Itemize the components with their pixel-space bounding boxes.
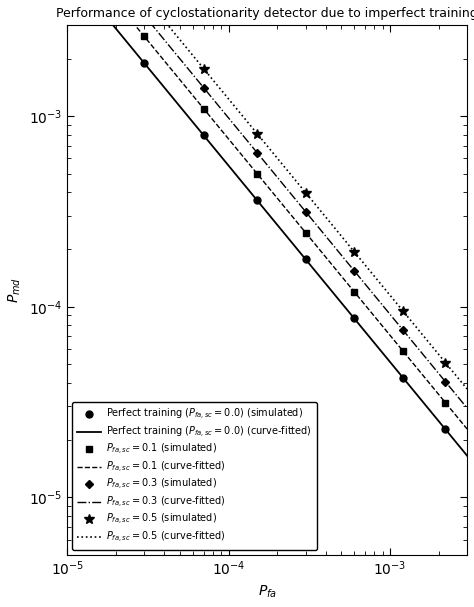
- X-axis label: $P_{fa}$: $P_{fa}$: [257, 584, 277, 600]
- Legend: Perfect training ($P_{fa,sc} = 0.0$) (simulated), Perfect training ($P_{fa,sc} =: Perfect training ($P_{fa,sc} = 0.0$) (si…: [72, 402, 317, 550]
- Y-axis label: $P_{md}$: $P_{md}$: [7, 277, 23, 303]
- Title: Performance of cyclostationarity detector due to imperfect training: Performance of cyclostationarity detecto…: [56, 7, 474, 20]
